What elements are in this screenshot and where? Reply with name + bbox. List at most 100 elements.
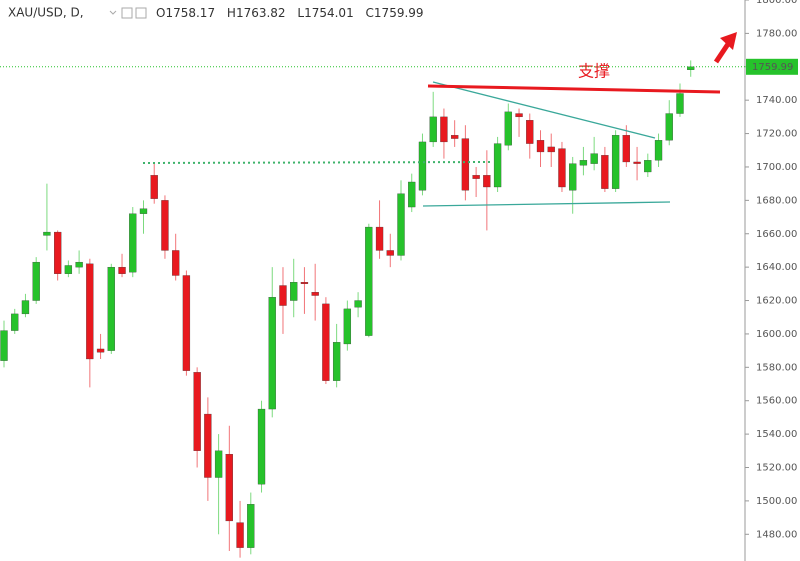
h-prefix: H xyxy=(227,6,236,20)
ohlc: O1758.17 H1763.82 L1754.01 C1759.99 xyxy=(156,6,424,20)
symbol: XAU/USD, D, xyxy=(8,6,84,20)
candle-body xyxy=(279,285,287,306)
y-tick-label: 1600.00 xyxy=(756,329,797,340)
candle-body xyxy=(590,153,598,164)
icon[interactable] xyxy=(121,7,133,19)
candle-body xyxy=(408,181,416,208)
candle-body xyxy=(43,231,51,236)
y-tick-label: 1680.00 xyxy=(756,195,797,206)
y-tick-label: 1780.00 xyxy=(756,28,797,39)
candle-body xyxy=(633,161,641,164)
candle-body xyxy=(440,116,448,143)
candle-body xyxy=(311,292,319,296)
candle-body xyxy=(569,163,577,191)
y-tick-label: 1660.00 xyxy=(756,229,797,240)
last-price: 1759.99 xyxy=(0,58,798,75)
candle-body xyxy=(397,193,405,256)
candle-body xyxy=(86,263,94,360)
candle-body xyxy=(504,111,512,146)
candle-body xyxy=(547,146,555,153)
candle-body xyxy=(365,226,373,336)
candle-body xyxy=(429,116,437,143)
icon[interactable] xyxy=(135,7,147,19)
candle-body xyxy=(118,266,126,274)
o-prefix: O xyxy=(156,6,165,20)
candle-body xyxy=(472,175,480,179)
candle-body xyxy=(268,297,276,410)
candle-body xyxy=(257,408,266,485)
y-tick-label: 1580.00 xyxy=(756,362,797,373)
y-tick-label: 1560.00 xyxy=(756,396,797,407)
candle-body xyxy=(172,250,180,276)
candle-body xyxy=(290,282,298,301)
h-value: 1763.82 xyxy=(236,6,286,20)
c-value: 1759.99 xyxy=(374,6,424,20)
candle-body xyxy=(644,160,652,173)
candle-body xyxy=(451,135,459,139)
candle-body xyxy=(64,265,73,274)
y-tick-label: 1700.00 xyxy=(756,162,797,173)
candle-body xyxy=(493,143,502,188)
y-tick-label: 1720.00 xyxy=(756,129,797,140)
candle-body xyxy=(375,226,384,251)
candle-body xyxy=(386,250,394,256)
candle-body xyxy=(418,141,427,191)
candle-body xyxy=(247,504,255,548)
candle-body xyxy=(11,313,19,331)
candle-body xyxy=(129,213,137,273)
plot xyxy=(0,60,695,558)
candle-body xyxy=(139,208,148,214)
candle-body xyxy=(332,342,341,381)
support-label: 支撑 xyxy=(578,62,610,81)
candle-body xyxy=(322,303,330,381)
trend-line xyxy=(432,81,656,139)
candle-body xyxy=(483,175,491,188)
candle-body xyxy=(622,135,630,163)
y-tick-label: 1540.00 xyxy=(756,429,797,440)
candle-body xyxy=(601,155,609,189)
l-prefix: L xyxy=(297,6,304,20)
c-prefix: C xyxy=(366,6,374,20)
candle-body xyxy=(665,113,673,141)
candle-body xyxy=(75,261,83,268)
candle-body xyxy=(343,308,352,345)
candle-body xyxy=(21,300,30,315)
candle-body xyxy=(461,138,470,191)
y-tick-label: 1800.00 xyxy=(756,0,797,6)
candle-body xyxy=(204,413,212,478)
y-tick-label: 1480.00 xyxy=(756,529,797,540)
candle-body xyxy=(182,275,191,371)
candle-body xyxy=(150,175,158,199)
candle-body xyxy=(579,160,588,166)
y-tick-label: 1620.00 xyxy=(756,296,797,307)
candle-body xyxy=(515,113,523,118)
candle-body xyxy=(225,453,233,522)
candle-body xyxy=(654,140,663,161)
candle-body xyxy=(161,200,169,251)
candle-body xyxy=(536,140,545,153)
candle-body xyxy=(676,93,684,114)
o-value: 1758.17 xyxy=(165,6,215,20)
candle-body xyxy=(526,120,534,144)
candle-body xyxy=(107,266,115,351)
y-tick-label: 1520.00 xyxy=(756,463,797,474)
last-price-label: 1759.99 xyxy=(752,62,793,73)
candle-body xyxy=(236,522,244,548)
l-value: 1754.01 xyxy=(304,6,354,20)
y-tick-label: 1500.00 xyxy=(756,496,797,507)
arrow xyxy=(713,32,737,64)
candle-body xyxy=(611,135,620,189)
header: XAU/USD, D, O1758.17 H1763.82 L1754.01 C… xyxy=(0,0,424,24)
candle-body xyxy=(214,450,223,478)
dropdown-icon[interactable] xyxy=(109,10,117,15)
candle-body xyxy=(558,148,566,188)
y-tick-label: 1640.00 xyxy=(756,262,797,273)
candle-body xyxy=(54,231,62,274)
candle-body xyxy=(0,330,8,361)
last-price-box xyxy=(746,58,798,75)
candle-body xyxy=(300,282,309,284)
candle-body xyxy=(32,261,40,301)
candle-body xyxy=(193,372,201,451)
candle-body xyxy=(96,348,105,353)
